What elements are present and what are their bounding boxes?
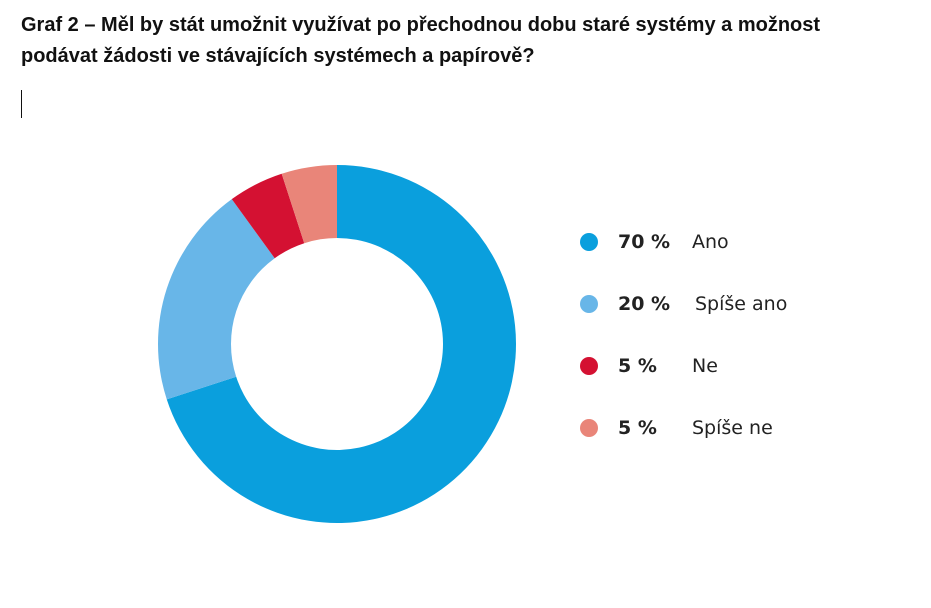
donut-slice-ne	[231, 173, 305, 259]
legend-label: Ne	[692, 355, 718, 377]
donut-slice-spíše-ne	[281, 165, 337, 244]
legend-percent: 5 %	[618, 417, 657, 439]
legend-item: 20 % Spíše ano	[580, 292, 900, 316]
donut-slices	[158, 165, 517, 523]
donut-slice-ano	[166, 165, 517, 523]
donut-slice-spíše-ano	[158, 199, 275, 400]
legend-dot-icon	[580, 419, 598, 437]
legend-dot-icon	[580, 357, 598, 375]
legend-percent: 70 %	[618, 231, 671, 253]
text-cursor	[21, 90, 22, 118]
legend-label: Ano	[692, 231, 729, 253]
legend-item: 5 % Ne	[580, 354, 900, 378]
chart-title: Graf 2 – Měl by stát umožnit využívat po…	[21, 14, 821, 67]
legend-item: 5 % Spíše ne	[580, 416, 900, 440]
legend-label: Spíše ano	[695, 293, 788, 315]
legend-percent: 20 %	[618, 293, 671, 315]
legend-dot-icon	[580, 295, 598, 313]
legend-item: 70 % Ano	[580, 230, 900, 254]
legend-label: Spíše ne	[692, 417, 773, 439]
legend-percent: 5 %	[618, 355, 657, 377]
legend-dot-icon	[580, 233, 598, 251]
